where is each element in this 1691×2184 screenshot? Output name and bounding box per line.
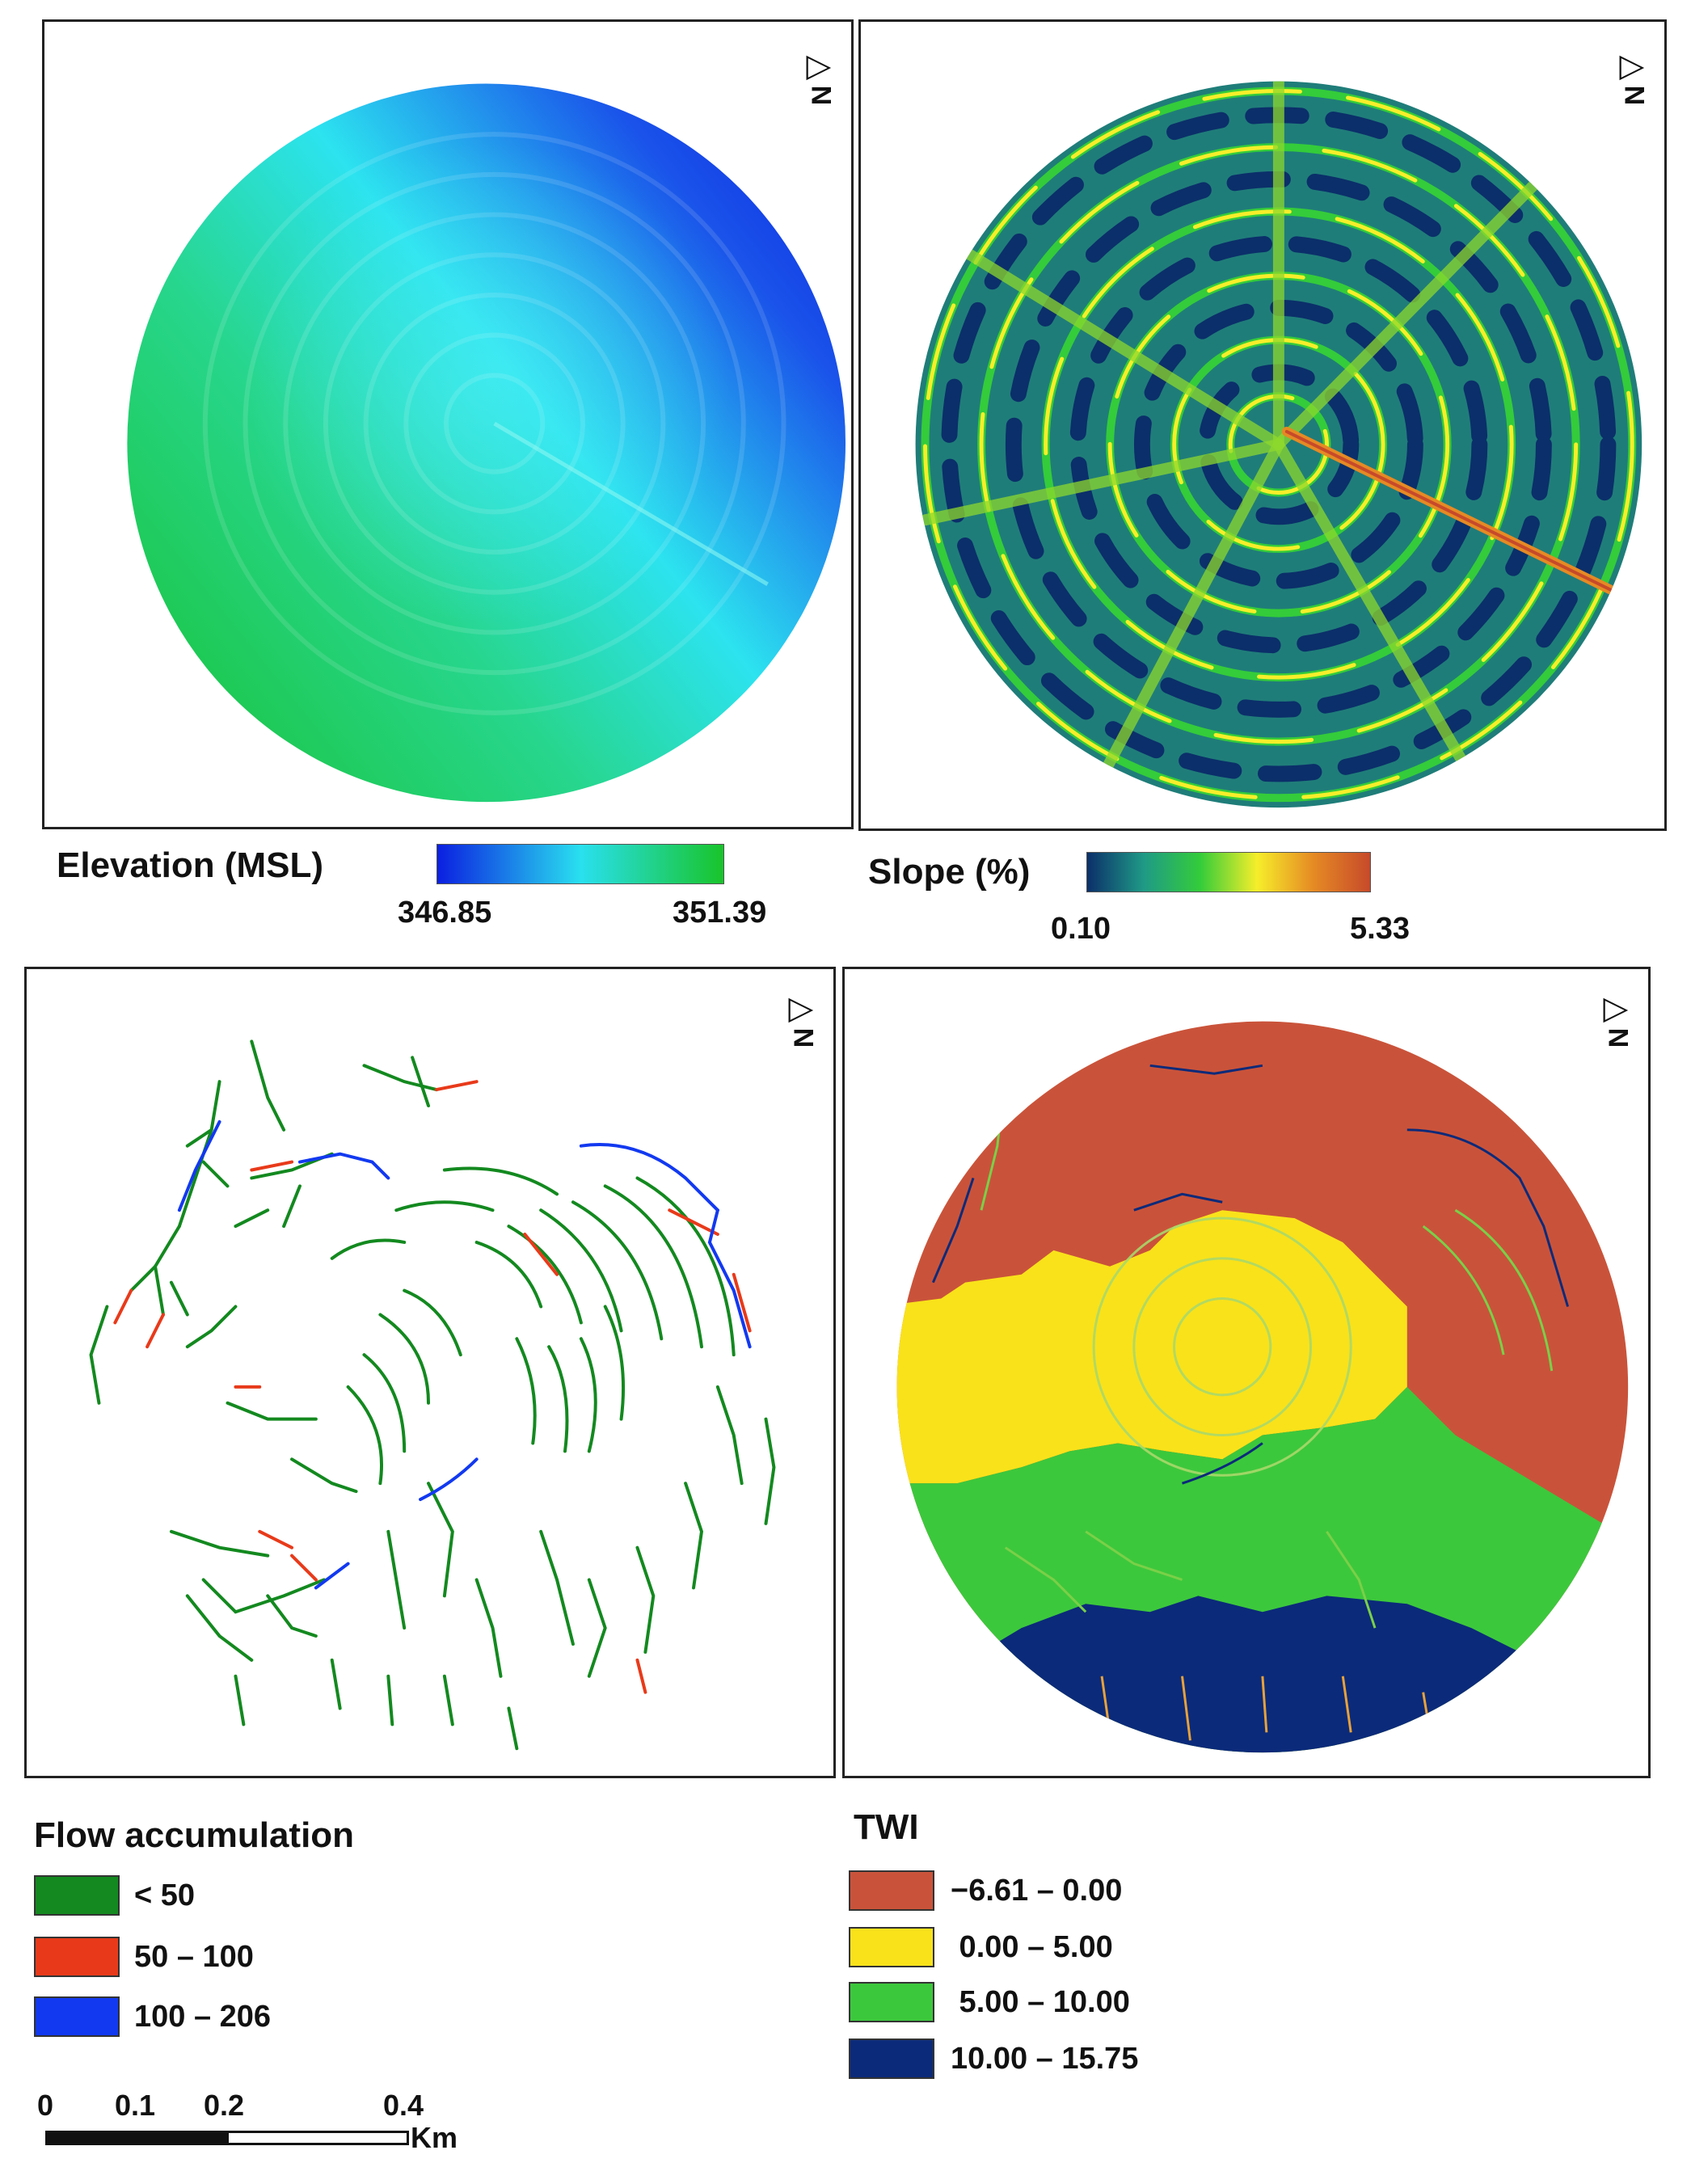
flow-class-label: 50 – 100 xyxy=(134,1940,254,1974)
flow-class-swatch xyxy=(34,1996,120,2037)
twi-class-swatch xyxy=(849,1982,934,2022)
north-arrow-icon: △ xyxy=(785,997,821,1023)
north-arrow: △ N xyxy=(1616,55,1652,106)
twi-class-swatch xyxy=(849,2039,934,2079)
north-arrow: △ N xyxy=(803,55,839,106)
flow-class-label: < 50 xyxy=(134,1878,196,1912)
flow-accumulation-map xyxy=(89,1039,776,1751)
twi-class-label: 10.00 – 15.75 xyxy=(951,2042,1139,2076)
twi-map xyxy=(896,1021,1629,1753)
twi-class-label: 5.00 – 10.00 xyxy=(951,1985,1130,2019)
flow-class-label: 100 – 206 xyxy=(134,2000,272,2034)
north-arrow-icon: △ xyxy=(803,55,839,81)
slope-map-panel: △ N xyxy=(858,19,1667,831)
north-arrow: △ N xyxy=(1600,997,1636,1048)
twi-class-swatch xyxy=(849,1927,934,1967)
twi-class-swatch xyxy=(849,1870,934,1911)
flow-class-swatch xyxy=(34,1937,120,1977)
elevation-color-ramp xyxy=(436,844,724,884)
slope-color-ramp xyxy=(1086,852,1371,892)
flow-legend-title: Flow accumulation xyxy=(34,1815,355,1855)
north-arrow-icon: △ xyxy=(1600,997,1636,1023)
elevation-map xyxy=(127,83,846,803)
elevation-map-panel: △ N xyxy=(42,19,854,829)
flow-class-swatch xyxy=(34,1875,120,1916)
scale-tick-label: 0.2 xyxy=(204,2089,245,2122)
twi-class-label: 0.00 – 5.00 xyxy=(951,1930,1113,1964)
twi-legend-title: TWI xyxy=(854,1807,919,1847)
slope-legend-title: Slope (%) xyxy=(868,852,1031,892)
scale-tick-label: 0.4 xyxy=(383,2089,424,2122)
twi-class-label: −6.61 – 0.00 xyxy=(951,1874,1123,1908)
slope-map xyxy=(915,81,1643,808)
north-arrow-icon: △ xyxy=(1616,55,1652,81)
twi-map-panel: △ N xyxy=(842,967,1651,1778)
slope-min-label: 0.10 xyxy=(1051,912,1111,946)
slope-max-label: 5.33 xyxy=(1350,912,1410,946)
elevation-min-label: 346.85 xyxy=(398,896,492,930)
north-arrow: △ N xyxy=(785,997,821,1048)
scale-bar-segment xyxy=(226,2131,409,2145)
scale-tick-label: 0.1 xyxy=(115,2089,156,2122)
scale-unit-label: Km xyxy=(411,2121,458,2154)
scale-bar-segment xyxy=(45,2131,228,2145)
elevation-max-label: 351.39 xyxy=(673,896,767,930)
flow-accumulation-map-panel: △ N xyxy=(24,967,836,1778)
scale-tick-label: 0 xyxy=(37,2089,54,2122)
elevation-legend-title: Elevation (MSL) xyxy=(57,845,324,885)
